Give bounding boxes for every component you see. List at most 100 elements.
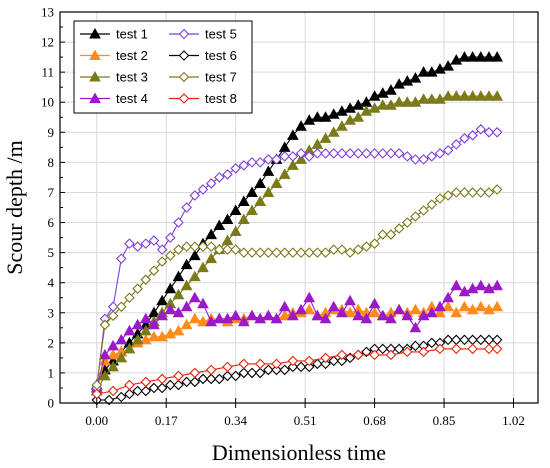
data-point	[467, 130, 478, 141]
legend-item: test 3	[80, 70, 148, 85]
data-point	[254, 312, 267, 324]
series-4	[90, 279, 503, 393]
data-point	[222, 361, 233, 373]
data-point	[189, 367, 201, 379]
data-point	[140, 376, 152, 388]
data-point	[237, 195, 250, 206]
data-point	[344, 114, 356, 125]
data-point	[295, 361, 307, 373]
data-point	[434, 63, 446, 74]
data-point	[124, 238, 135, 249]
data-point	[442, 300, 454, 312]
y-tick-label: 6	[48, 215, 55, 230]
data-point	[188, 291, 201, 303]
data-point	[262, 186, 275, 197]
data-point	[336, 349, 348, 361]
data-point	[271, 154, 282, 165]
data-point	[205, 315, 218, 327]
data-point	[352, 244, 364, 255]
data-point	[188, 312, 201, 324]
data-point	[139, 324, 152, 336]
data-point	[474, 51, 487, 62]
data-point	[230, 163, 241, 174]
data-point	[312, 358, 323, 370]
data-point	[222, 169, 233, 180]
data-point	[116, 301, 127, 313]
data-point	[238, 358, 250, 370]
data-point	[344, 306, 356, 318]
data-point	[287, 361, 299, 373]
data-point	[409, 72, 422, 83]
data-point	[254, 247, 266, 258]
data-point	[491, 51, 503, 62]
data-point	[417, 309, 430, 321]
data-point	[165, 379, 176, 391]
data-point	[254, 195, 267, 206]
data-point	[491, 343, 503, 355]
data-point	[410, 340, 421, 352]
y-tick-label: 12	[41, 35, 54, 50]
data-point	[385, 312, 397, 324]
data-point	[107, 339, 119, 351]
data-point	[197, 261, 209, 273]
data-point	[303, 151, 315, 162]
data-point	[442, 334, 454, 346]
series-8	[91, 343, 503, 400]
data-point	[124, 379, 135, 391]
data-point	[352, 148, 364, 159]
data-point	[352, 99, 365, 110]
data-point	[131, 333, 144, 345]
data-point	[271, 358, 282, 370]
data-point	[450, 279, 463, 291]
data-point	[173, 379, 184, 391]
data-point	[466, 51, 479, 62]
data-point	[401, 151, 413, 162]
legend-marker	[89, 27, 101, 39]
data-point	[418, 154, 429, 165]
legend-item: test 4	[80, 91, 148, 106]
data-point	[327, 126, 340, 137]
data-point	[409, 96, 422, 107]
legend-label: test 7	[205, 70, 237, 85]
data-point	[328, 148, 340, 159]
data-point	[165, 250, 176, 261]
data-point	[156, 309, 168, 321]
data-point	[467, 343, 478, 355]
data-point	[475, 334, 487, 346]
data-point	[197, 373, 209, 385]
data-point	[451, 139, 462, 150]
data-point	[393, 148, 405, 159]
data-point	[474, 279, 487, 291]
y-tick-label: 2	[48, 335, 55, 350]
data-point	[124, 388, 135, 400]
x-tick-label: 0.00	[85, 413, 108, 428]
data-point	[156, 330, 168, 342]
data-point	[246, 309, 258, 321]
legend-label: test 1	[116, 27, 148, 42]
x-axis-title: Dimensionless time	[212, 440, 386, 465]
data-point	[377, 148, 389, 159]
series-7	[91, 184, 503, 391]
data-point	[124, 292, 135, 304]
data-point	[451, 187, 462, 198]
data-point	[173, 244, 184, 255]
data-point	[172, 270, 185, 282]
data-point	[180, 279, 193, 291]
x-tick-label: 0.17	[155, 413, 178, 428]
data-point	[262, 165, 275, 176]
data-point	[221, 312, 234, 324]
legend-item: test 2	[80, 48, 148, 63]
data-point	[238, 247, 250, 258]
data-point	[140, 238, 152, 249]
data-point	[385, 84, 397, 95]
data-point	[148, 318, 160, 330]
y-tick-label: 10	[41, 95, 54, 110]
data-point	[132, 283, 143, 294]
data-point	[213, 219, 226, 231]
data-point	[140, 385, 152, 397]
data-point	[368, 90, 381, 101]
data-point	[246, 157, 258, 168]
y-tick-label: 4	[48, 275, 55, 290]
data-point	[483, 127, 495, 138]
